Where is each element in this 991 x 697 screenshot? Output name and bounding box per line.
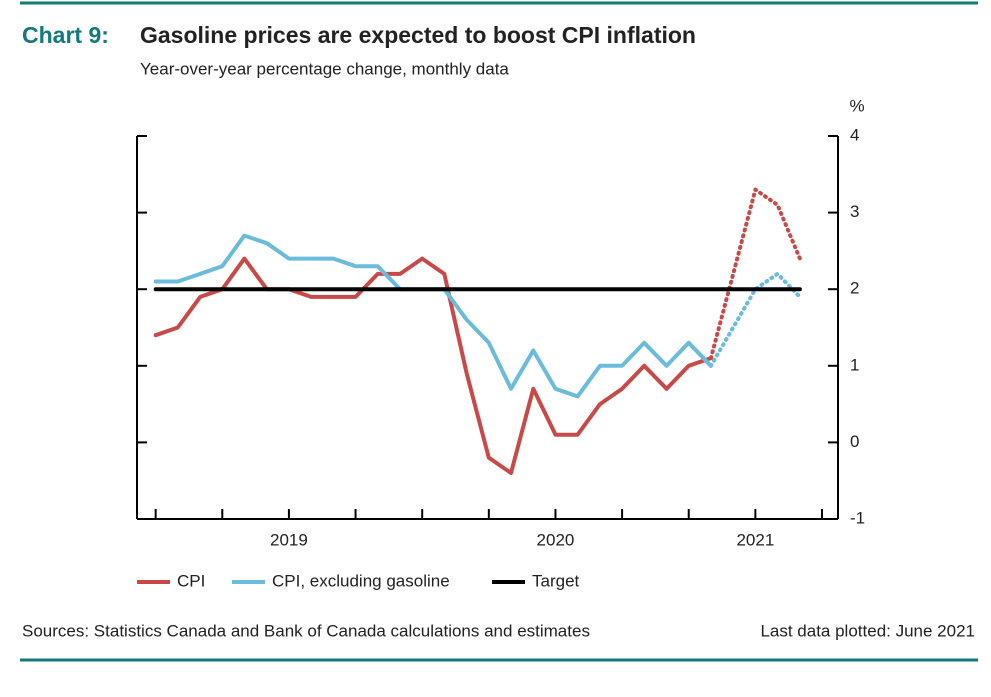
legend-label: CPI <box>177 571 205 590</box>
x-tick-label: 2020 <box>537 530 575 549</box>
y-tick-label: 3 <box>850 202 859 221</box>
chart-label: Chart 9: <box>22 22 109 48</box>
y-tick-label: 1 <box>850 355 859 374</box>
legend-label: Target <box>532 571 580 590</box>
y-tick-label: 2 <box>850 279 859 298</box>
y-tick-label: 4 <box>850 125 859 144</box>
chart-title: Gasoline prices are expected to boost CP… <box>140 22 696 48</box>
note: Last data plotted: June 2021 <box>760 621 975 640</box>
source: Sources: Statistics Canada and Bank of C… <box>22 621 590 640</box>
projection-line <box>708 187 802 361</box>
y-tick-label: -1 <box>850 508 865 527</box>
x-tick-label: 2021 <box>736 530 774 549</box>
chart-subtitle: Year-over-year percentage change, monthl… <box>140 59 509 78</box>
series-line <box>153 256 713 475</box>
series-line <box>153 233 713 399</box>
y-unit: % <box>849 96 864 115</box>
legend-label: CPI, excluding gasoline <box>272 571 450 590</box>
x-tick-label: 2019 <box>270 530 308 549</box>
y-tick-label: 0 <box>850 432 859 451</box>
